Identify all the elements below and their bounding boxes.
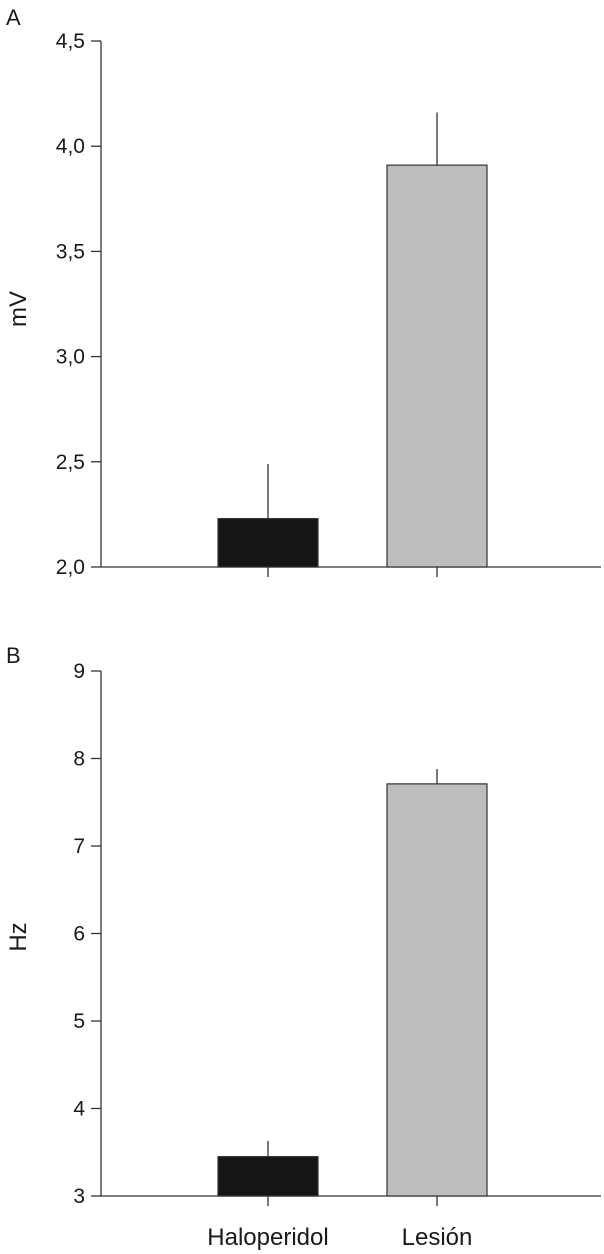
y-tick-label: 5 xyxy=(73,1010,85,1033)
panel-label: A xyxy=(6,5,21,30)
y-tick-label: 4 xyxy=(73,1098,85,1121)
panel-a: A mV 2,0 2,5 3,0 3,5 4,0 4,5 xyxy=(5,5,601,579)
y-tick-label: 7 xyxy=(73,835,85,858)
panel-label: B xyxy=(6,643,21,668)
panel-b: B Hz 3 4 5 6 7 8 9 Haloperidol Lesión xyxy=(5,643,601,1251)
y-tick-label: 3 xyxy=(73,1185,85,1208)
y-tick-label: 8 xyxy=(73,748,85,771)
bar xyxy=(217,518,319,568)
x-ticks xyxy=(267,1196,438,1206)
y-tick-label: 4,0 xyxy=(56,135,85,158)
category-labels: Haloperidol Lesión xyxy=(207,1224,472,1251)
y-axis-title: Hz xyxy=(5,922,32,951)
category-label: Lesión xyxy=(402,1224,473,1251)
y-tick-label: 2,0 xyxy=(56,556,85,579)
bar xyxy=(217,1156,319,1197)
bar xyxy=(386,164,488,568)
y-ticks: 3 4 5 6 7 8 9 xyxy=(73,660,101,1208)
y-tick-label: 9 xyxy=(73,660,85,683)
y-axis-title: mV xyxy=(5,291,32,327)
y-tick-label: 3,0 xyxy=(56,346,85,369)
y-tick-label: 6 xyxy=(73,923,85,946)
y-tick-label: 4,5 xyxy=(56,30,85,53)
y-tick-label: 2,5 xyxy=(56,451,85,474)
y-tick-label: 3,5 xyxy=(56,240,85,263)
bars xyxy=(217,769,488,1197)
category-label: Haloperidol xyxy=(207,1224,328,1251)
y-ticks: 2,0 2,5 3,0 3,5 4,0 4,5 xyxy=(56,30,101,579)
x-ticks xyxy=(267,567,438,577)
bar xyxy=(386,783,488,1197)
bars xyxy=(217,112,488,568)
